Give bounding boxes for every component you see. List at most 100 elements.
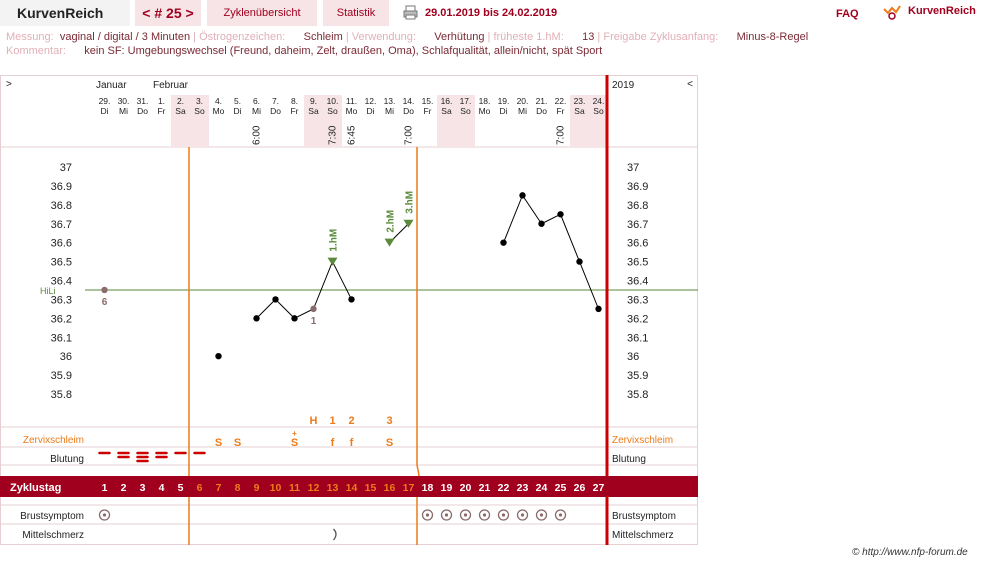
top-bar: KurvenReich < # 25 > Zyklenübersicht Sta… <box>0 0 981 26</box>
verwendung-label: Verwendung: <box>351 31 416 43</box>
day-weekday: Sa <box>441 106 452 116</box>
zervix-value: S <box>234 437 241 449</box>
y-tick-right: 37 <box>627 162 639 174</box>
peak-day-label: 1 <box>329 415 335 427</box>
day-date: 5. <box>234 96 241 106</box>
zervix-value: S <box>386 437 393 449</box>
day-date: 11. <box>346 96 357 106</box>
high-measure-label: 1.hM <box>329 229 340 252</box>
day-date: 8. <box>291 96 298 106</box>
day-weekday: Mi <box>252 106 261 116</box>
kurvenreich-logo-icon <box>883 5 901 20</box>
y-tick-left: 36.9 <box>51 181 72 193</box>
y-tick-left: 36.3 <box>51 294 72 306</box>
day-weekday: Mo <box>346 106 358 116</box>
day-date: 13. <box>384 96 396 106</box>
cycle-day-number: 11 <box>289 482 300 494</box>
mittel-label-left: Mittelschmerz <box>22 530 84 541</box>
mittelschmerz-icon <box>332 528 337 541</box>
temp-segment <box>579 261 599 310</box>
cycle-day-number: 8 <box>235 482 241 494</box>
date-range: 29.01.2019 bis 24.02.2019 <box>425 7 558 19</box>
oestrogen-value: Schleim <box>303 31 343 43</box>
day-weekday: Fr <box>157 106 165 116</box>
cycle-day-number: 21 <box>479 482 491 494</box>
temp-note: 6 <box>102 297 108 308</box>
zervix-label-left: Zervixschleim <box>23 435 84 446</box>
oestrogen-label: Östrogenzeichen: <box>199 31 286 43</box>
breast-symptom-dot <box>520 513 525 517</box>
temp-segment <box>313 261 333 310</box>
print-icon[interactable] <box>403 5 418 20</box>
y-tick-left: 37 <box>60 162 72 174</box>
day-date: 4. <box>215 96 222 106</box>
temp-segment <box>560 214 580 262</box>
app-logo[interactable]: KurvenReich <box>0 0 130 26</box>
day-weekday: Sa <box>308 106 319 116</box>
high-measure-marker <box>327 257 338 266</box>
y-tick-left: 36.7 <box>51 219 72 231</box>
cycle-day-number: 26 <box>574 482 586 494</box>
breast-symptom-dot <box>539 513 544 517</box>
cycle-day-number: 27 <box>593 482 605 494</box>
breast-symptom-icon <box>440 509 453 521</box>
tab-zyklenuebersicht[interactable]: Zyklenübersicht <box>207 0 317 26</box>
cycle-day-number: 23 <box>517 482 529 494</box>
cycle-chart: > <2019 Januar Februar 29. Di 30. Mi 31. Do 1. Fr 2.… <box>0 75 698 545</box>
zervix-value: f <box>350 437 354 449</box>
kommentar-value: kein SF: Umgebungswechsel (Freund, dahei… <box>84 45 603 57</box>
cycle-day-number: 4 <box>159 482 165 494</box>
day-date: 23. <box>574 96 586 106</box>
day-date: 22. <box>555 96 567 106</box>
breast-symptom-icon <box>98 509 111 521</box>
weekend-column <box>456 95 475 147</box>
day-weekday: Di <box>366 106 374 116</box>
cycle-day-number: 19 <box>441 482 453 494</box>
y-tick-right: 36.8 <box>627 200 648 212</box>
day-weekday: Fr <box>556 106 564 116</box>
measure-time: 6:45 <box>347 125 358 145</box>
y-tick-left: 36.2 <box>51 313 72 325</box>
y-tick-left: 36.1 <box>51 332 72 344</box>
breast-symptom-icon <box>516 509 529 521</box>
cycle-day-number: 24 <box>536 482 548 494</box>
day-weekday: So <box>194 106 205 116</box>
zervix-value: S <box>291 437 298 449</box>
day-weekday: Do <box>536 106 547 116</box>
cycle-navigator[interactable]: < # 25 > <box>135 0 201 26</box>
day-date: 7. <box>272 96 279 106</box>
temp-segment <box>294 308 314 319</box>
weekend-column <box>190 95 209 147</box>
temp-point <box>576 258 583 265</box>
comment-row: Kommentar: kein SF: Umgebungswechsel (Fr… <box>6 45 602 57</box>
messung-value: vaginal / digital / 3 Minuten <box>59 31 191 43</box>
temp-point <box>215 352 222 360</box>
cycle-day-bar <box>0 476 698 497</box>
weekend-column <box>589 95 608 147</box>
nav-next-arrow: < <box>687 79 693 90</box>
day-date: 21. <box>536 96 548 106</box>
cycle-day-number: 14 <box>346 482 358 494</box>
tab-statistik[interactable]: Statistik <box>323 0 389 26</box>
breast-symptom-dot <box>102 513 107 517</box>
temp-segment <box>275 299 295 319</box>
measure-time: 7:00 <box>404 125 415 145</box>
day-weekday: Mo <box>213 106 225 116</box>
faq-link[interactable]: FAQ <box>836 8 859 20</box>
day-date: 15. <box>422 96 434 106</box>
nav-prev-arrow: > <box>6 79 12 90</box>
y-tick-right: 36.4 <box>627 276 648 288</box>
day-weekday: Mi <box>518 106 527 116</box>
day-weekday: Fr <box>423 106 431 116</box>
month-label: Februar <box>153 80 189 91</box>
cycle-day-number: 25 <box>555 482 567 494</box>
cycle-day-number: 22 <box>498 482 510 494</box>
freigabe-value: Minus-8-Regel <box>736 31 809 43</box>
cycle-day-number: 17 <box>403 482 415 494</box>
temp-point-excluded <box>101 286 108 294</box>
breast-symptom-dot <box>444 513 449 517</box>
brand-name[interactable]: KurvenReich <box>908 5 976 17</box>
high-measure-marker <box>384 238 395 247</box>
y-tick-left: 35.9 <box>51 370 72 382</box>
zervix-value: S <box>215 437 222 449</box>
